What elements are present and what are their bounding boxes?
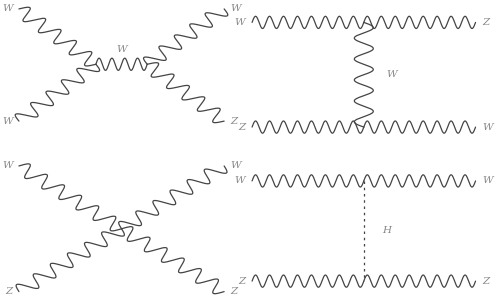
Text: Z: Z <box>238 123 245 132</box>
Text: W: W <box>231 161 241 170</box>
Text: Z: Z <box>483 277 490 286</box>
Text: W: W <box>116 45 127 54</box>
Text: W: W <box>483 176 493 185</box>
Text: W: W <box>235 18 245 27</box>
Text: W: W <box>231 4 241 14</box>
Text: W: W <box>2 117 12 126</box>
Text: W: W <box>2 161 12 170</box>
Text: Z: Z <box>231 117 238 126</box>
Text: Z: Z <box>231 287 238 296</box>
Text: H: H <box>383 226 392 235</box>
Text: Z: Z <box>483 18 490 27</box>
Text: W: W <box>235 176 245 185</box>
Text: Z: Z <box>5 287 12 296</box>
Text: W: W <box>483 123 493 132</box>
Text: W: W <box>387 70 397 79</box>
Text: Z: Z <box>238 277 245 286</box>
Text: W: W <box>2 4 12 14</box>
